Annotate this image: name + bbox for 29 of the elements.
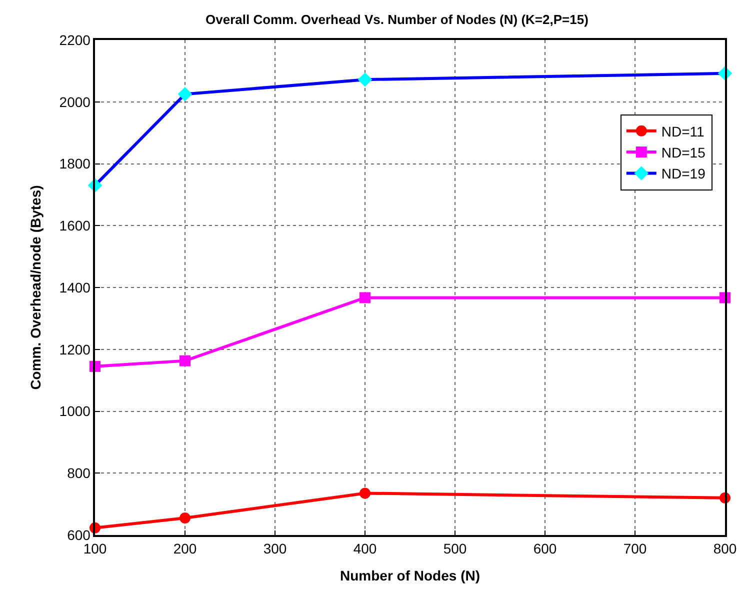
x-tick-label: 400 — [353, 540, 377, 557]
y-tick-label: 2200 — [59, 32, 91, 48]
y-tick-label: 1600 — [59, 218, 91, 234]
x-tick-label: 200 — [173, 540, 197, 557]
point — [180, 512, 190, 524]
x-tick-label: 500 — [443, 540, 467, 557]
y-tick-label: 2000 — [59, 94, 91, 110]
x-tick-label: 700 — [623, 540, 647, 557]
x-tick-label: 100 — [83, 540, 107, 557]
x-tick-label: 800 — [713, 540, 737, 557]
point — [360, 488, 370, 499]
y-tick-label: 1000 — [59, 403, 91, 420]
point — [358, 72, 372, 87]
legend-label: ND=15 — [661, 144, 706, 161]
y-tick-label: 1400 — [59, 279, 91, 296]
y-tick-label: 1800 — [59, 156, 91, 172]
y-tick-label: 600 — [67, 526, 91, 543]
y-tick-label: 1200 — [59, 341, 91, 358]
y-tick-label: 800 — [67, 465, 91, 482]
point — [178, 86, 192, 102]
x-tick-label: 300 — [263, 540, 287, 557]
chart-title: Overall Comm. Overhead Vs. Number of Nodes (N) (K=2,P=15) — [206, 12, 588, 28]
x-axis-title: Number of Nodes (N) — [340, 567, 480, 584]
legend-label: ND=11 — [661, 123, 705, 140]
x-tick-label: 600 — [533, 540, 557, 557]
point — [180, 355, 190, 366]
legend-label: ND=19 — [661, 166, 706, 182]
point — [360, 292, 370, 304]
y-axis-title: Comm. Overhead/node (Bytes) — [27, 185, 44, 390]
